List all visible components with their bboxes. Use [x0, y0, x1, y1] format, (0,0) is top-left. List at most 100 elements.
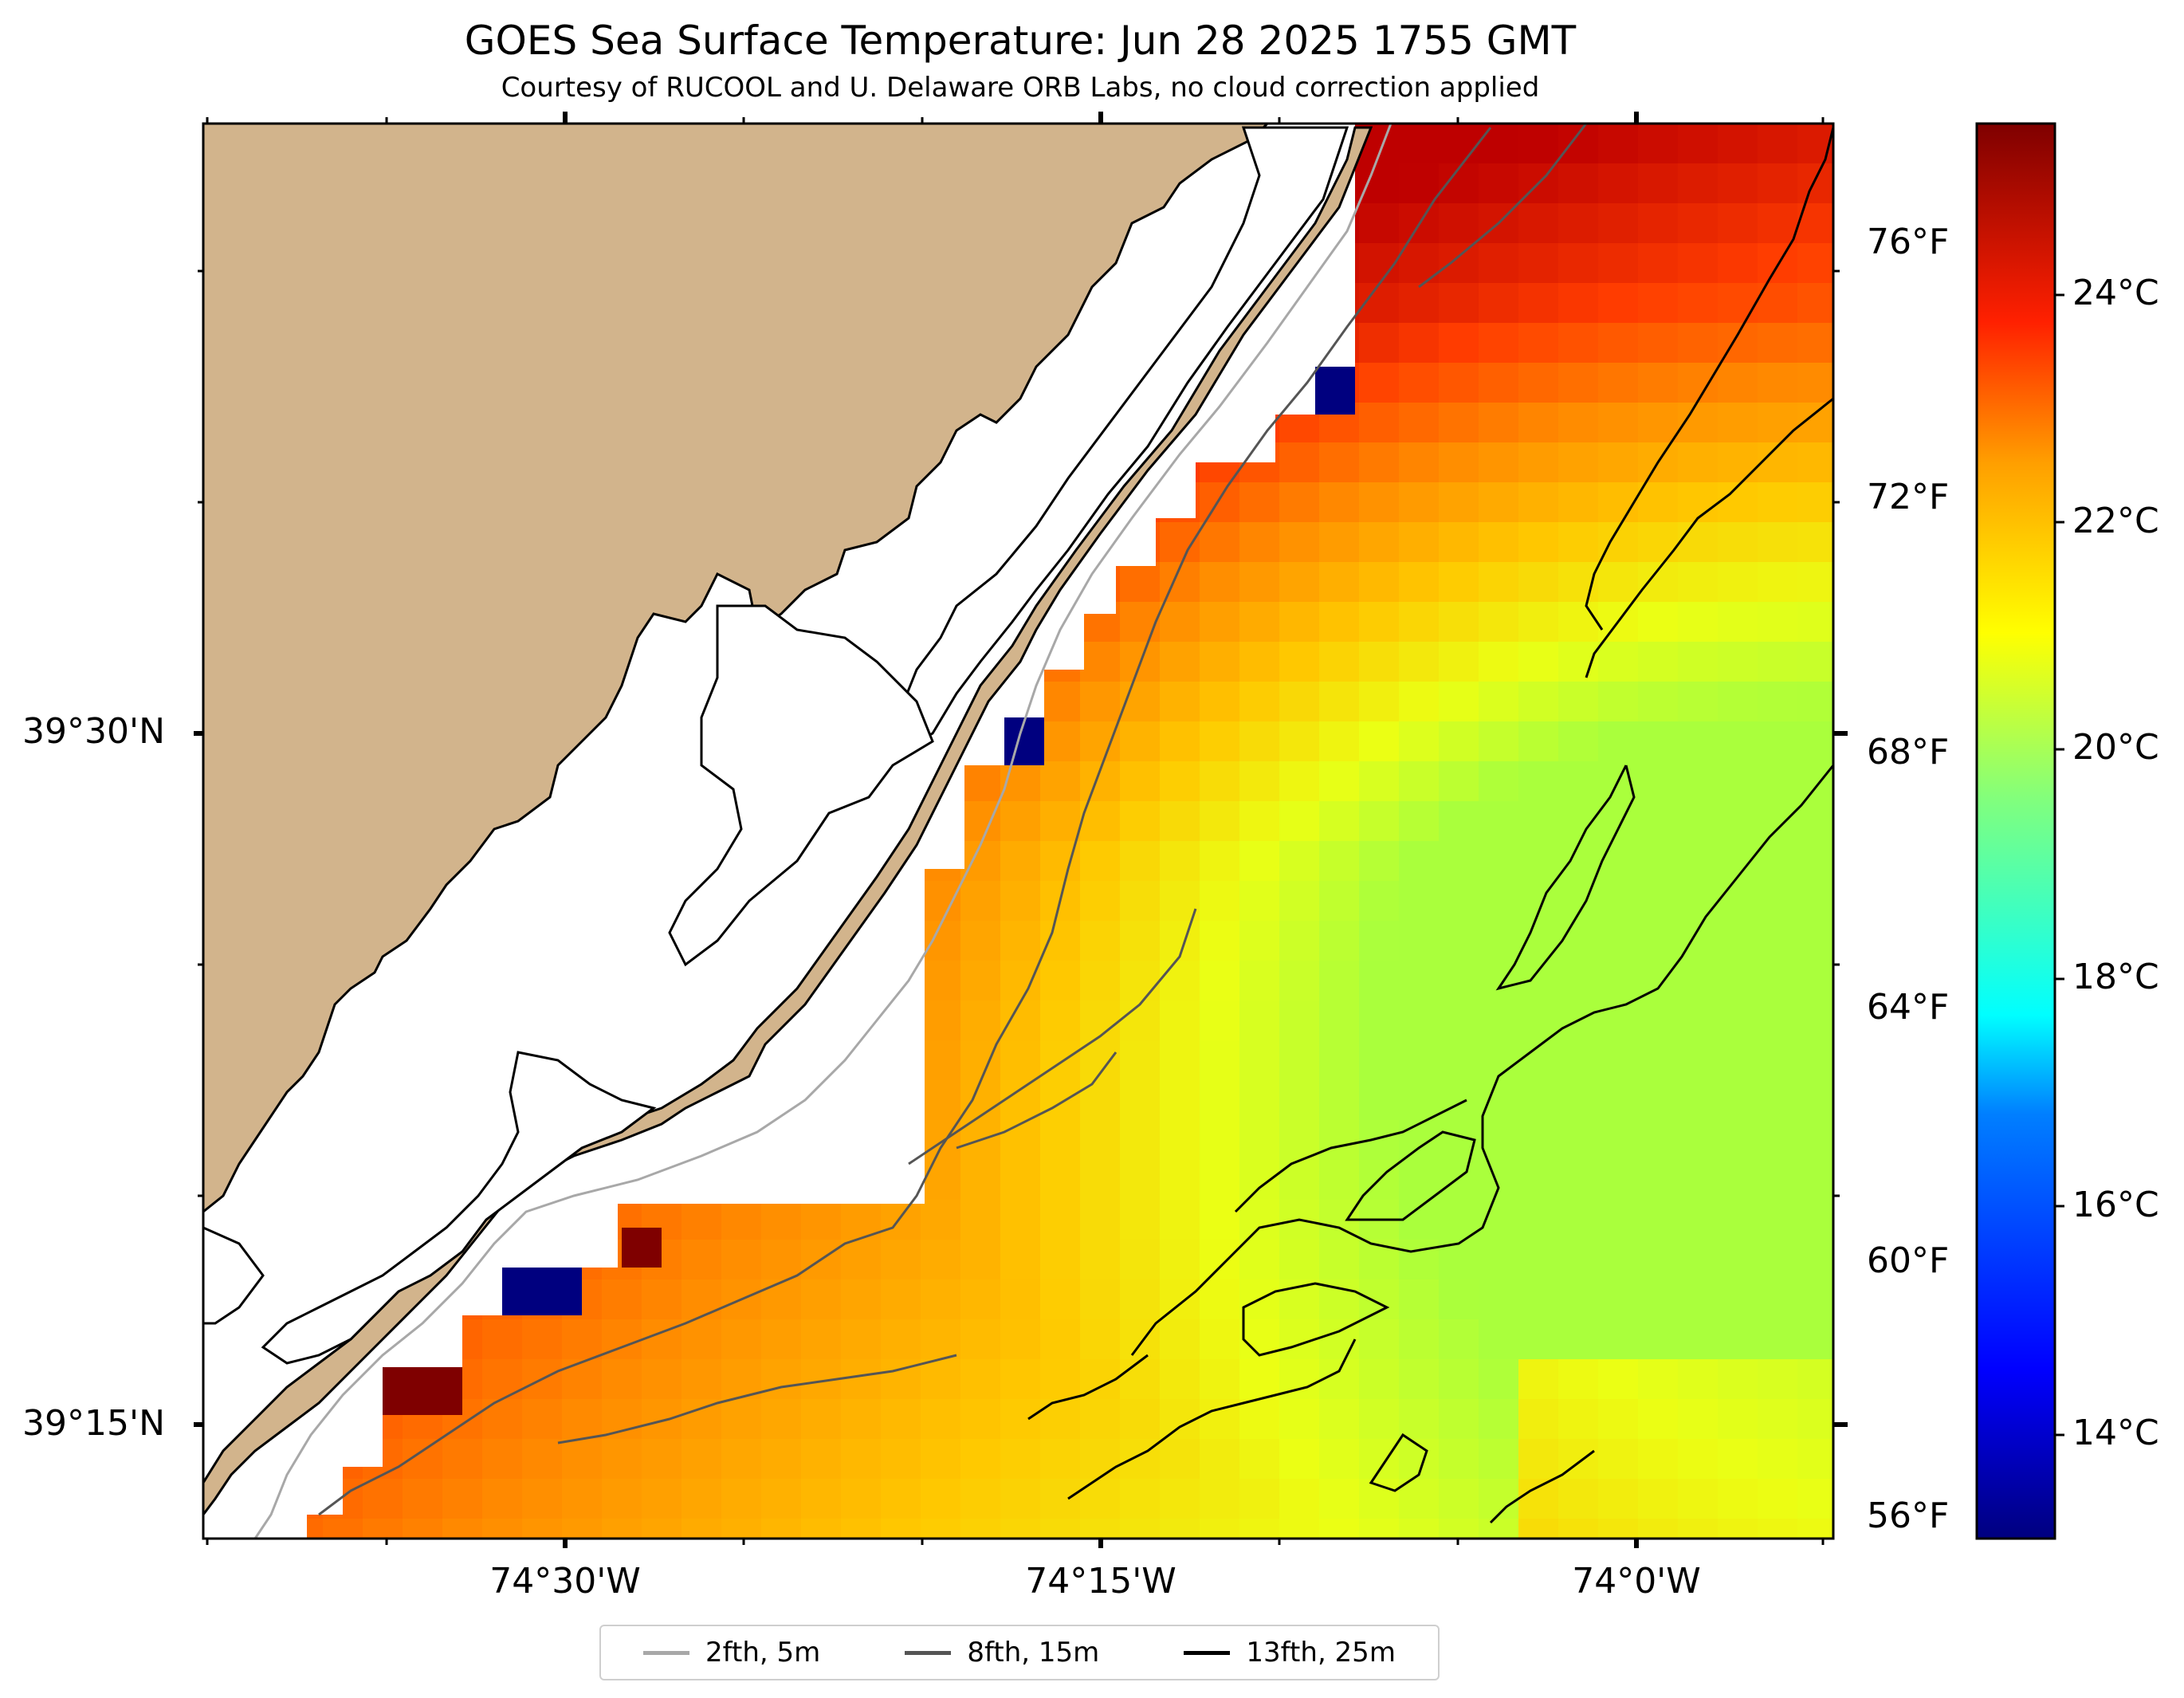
sst-cell	[921, 1319, 960, 1359]
sst-cell	[1399, 801, 1439, 841]
sst-cell	[801, 1439, 841, 1479]
sst-cell	[682, 1240, 721, 1279]
legend-item-13fth: 13fth, 25m	[1184, 1637, 1396, 1669]
sst-cell	[363, 1479, 403, 1519]
sst-cell	[442, 1439, 482, 1479]
sst-cell	[1758, 921, 1797, 961]
sst-cell	[1399, 363, 1439, 403]
sst-cell	[1797, 761, 1833, 801]
sst-cell	[1399, 761, 1439, 801]
colorbar-label-24c: 24°C	[2072, 273, 2159, 313]
sst-cell	[1638, 1080, 1678, 1120]
sst-cell	[363, 1519, 403, 1539]
sst-cell	[1439, 403, 1479, 442]
sst-cell	[921, 1359, 960, 1399]
sst-cell	[1678, 1519, 1718, 1539]
sst-cell	[1279, 961, 1319, 1000]
sst-cell	[960, 1240, 1000, 1279]
sst-cell	[403, 1519, 442, 1539]
sst-cell	[1797, 522, 1833, 562]
sst-cell	[1558, 1080, 1598, 1120]
sst-cell	[1080, 682, 1120, 721]
sst-cell	[1479, 1040, 1518, 1080]
sst-cell	[1558, 1279, 1598, 1319]
sst-cell	[1120, 841, 1160, 881]
sst-cell	[1399, 562, 1439, 602]
sst-cell	[1239, 1439, 1279, 1479]
sst-cell	[1797, 1040, 1833, 1080]
sst-cell	[1797, 363, 1833, 403]
sst-cell	[1120, 1120, 1160, 1160]
sst-cell	[1399, 124, 1439, 163]
sst-cell	[960, 1040, 1000, 1080]
sst-cell	[1200, 1080, 1239, 1120]
sst-cell	[960, 801, 1000, 841]
sst-cell	[1399, 323, 1439, 363]
sst-cell	[1638, 921, 1678, 961]
sst-cell	[1598, 363, 1638, 403]
sst-cell	[1718, 961, 1758, 1000]
sst-cell	[1598, 1080, 1638, 1120]
sst-cell	[1120, 1200, 1160, 1240]
sst-cell	[1399, 1319, 1439, 1359]
sst-cell	[1399, 1399, 1439, 1439]
sst-cell	[1558, 283, 1598, 323]
sst-cell	[642, 1319, 682, 1359]
sst-cell	[1718, 1040, 1758, 1080]
land-mass	[203, 124, 1270, 1213]
sst-cell	[960, 1359, 1000, 1399]
sst-cell	[1040, 961, 1080, 1000]
legend-item-2fth: 2fth, 5m	[643, 1637, 820, 1669]
sst-cell	[1758, 323, 1797, 363]
sst-cell	[1000, 1439, 1040, 1479]
sst-cell	[1319, 921, 1359, 961]
sst-cell	[1239, 522, 1279, 562]
sst-cell	[1797, 881, 1833, 921]
sst-cell	[1518, 562, 1558, 602]
sst-cell	[1479, 363, 1518, 403]
sst-cell	[1518, 761, 1558, 801]
sst-cell	[1120, 1479, 1160, 1519]
sst-cell	[761, 1200, 801, 1240]
sst-cell	[1439, 1439, 1479, 1479]
sst-cell	[1399, 1359, 1439, 1399]
sst-cell	[960, 921, 1000, 961]
sst-cell	[960, 1000, 1000, 1040]
sst-cell	[881, 1479, 921, 1519]
sst-cell	[1518, 1399, 1558, 1439]
sst-cell	[1040, 1399, 1080, 1439]
sst-cell	[1120, 562, 1160, 602]
sst-cell	[1479, 1000, 1518, 1040]
barrier-island	[203, 126, 1373, 1517]
sst-cell	[1279, 682, 1319, 721]
sst-cell	[1040, 721, 1080, 761]
sst-cell	[562, 1519, 602, 1539]
sst-cell	[1518, 801, 1558, 841]
sst-cell	[1279, 562, 1319, 602]
temp-f-72: 72°F	[1867, 477, 1950, 517]
sst-cell	[1239, 562, 1279, 602]
sst-cell	[960, 1399, 1000, 1439]
sst-cell	[1598, 124, 1638, 163]
sst-cell	[801, 1479, 841, 1519]
sst-cell	[761, 1439, 801, 1479]
sst-cell	[1638, 1319, 1678, 1359]
sst-cell	[1080, 1160, 1120, 1200]
sst-cell	[1279, 881, 1319, 921]
colorbar-label-16c: 16°C	[2072, 1185, 2159, 1225]
sst-cell	[682, 1200, 721, 1240]
sst-cell	[1120, 921, 1160, 961]
sst-cell	[1638, 482, 1678, 522]
sst-cell	[1359, 562, 1399, 602]
sst-cell	[1359, 961, 1399, 1000]
sst-cell	[1718, 442, 1758, 482]
legend-swatch-13fth	[1184, 1650, 1231, 1655]
sst-cell	[1040, 1200, 1080, 1240]
sst-cell	[921, 881, 960, 921]
sst-cell	[1000, 1120, 1040, 1160]
sst-cell	[1399, 602, 1439, 642]
sst-cell	[1319, 841, 1359, 881]
sst-cell	[721, 1200, 761, 1240]
sst-cell	[1718, 1240, 1758, 1279]
sst-cell	[1359, 1319, 1399, 1359]
